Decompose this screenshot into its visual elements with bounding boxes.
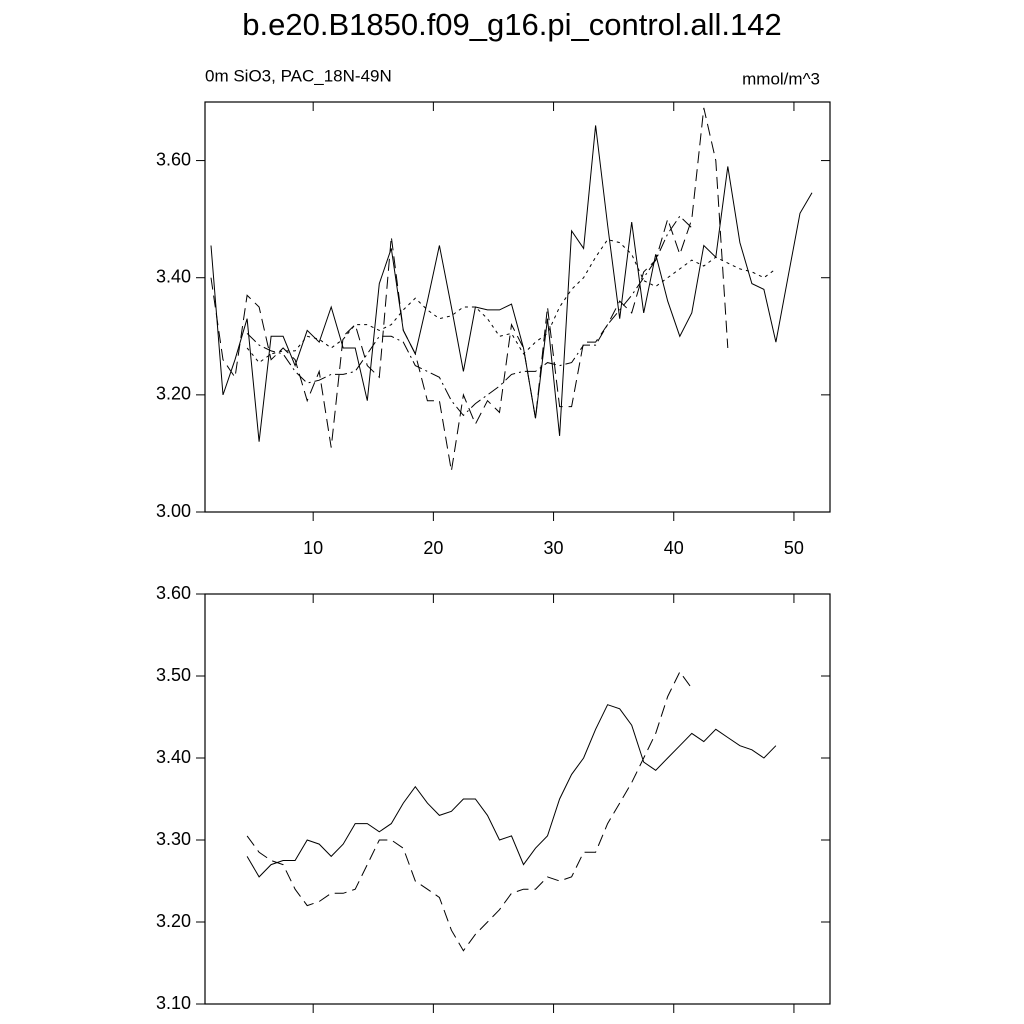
y-tick-label: 3.60 xyxy=(156,149,191,169)
y-tick-label: 3.00 xyxy=(156,501,191,521)
series-line xyxy=(210,125,813,442)
figure-title: b.e20.B1850.f09_g16.pi_control.all.142 xyxy=(242,7,782,42)
y-tick-label: 3.40 xyxy=(156,747,191,767)
y-tick-label: 3.10 xyxy=(156,993,191,1013)
units-label: mmol/m^3 xyxy=(742,69,820,88)
y-tick-label: 3.20 xyxy=(156,384,191,404)
x-tick-label: 40 xyxy=(664,538,684,558)
series-line xyxy=(246,670,693,952)
subtitle: 0m SiO3, PAC_18N-49N xyxy=(205,66,392,85)
plot-frame xyxy=(204,593,831,1005)
series-line xyxy=(246,239,777,364)
x-tick-label: 50 xyxy=(784,538,804,558)
series-line xyxy=(210,107,729,472)
plot-frame xyxy=(204,101,831,513)
y-tick-label: 3.20 xyxy=(156,911,191,931)
x-tick-label: 10 xyxy=(303,538,323,558)
y-tick-label: 3.30 xyxy=(156,829,191,849)
y-tick-label: 3.50 xyxy=(156,665,191,685)
y-tick-label: 3.40 xyxy=(156,266,191,286)
series-line xyxy=(246,215,693,417)
y-tick-label: 3.60 xyxy=(156,583,191,603)
x-tick-label: 30 xyxy=(544,538,564,558)
x-tick-label: 20 xyxy=(423,538,443,558)
series-line xyxy=(246,704,777,878)
